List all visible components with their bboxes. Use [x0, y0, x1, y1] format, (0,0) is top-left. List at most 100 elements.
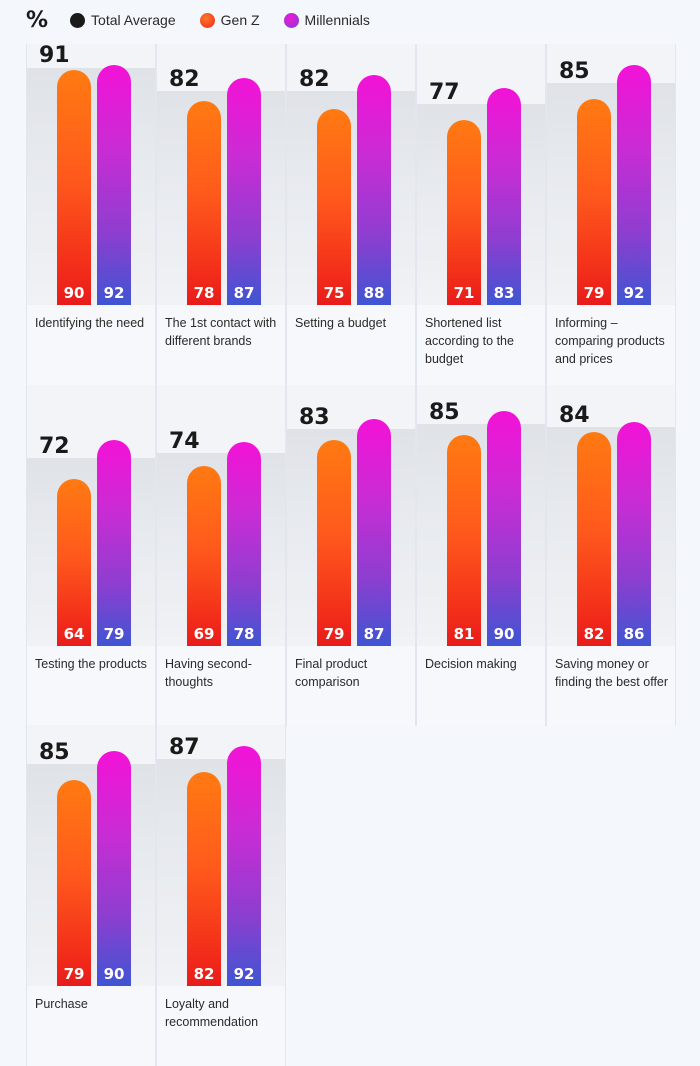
gen-z-value: 78	[193, 284, 215, 302]
total-average-value: 82	[169, 66, 200, 92]
total-average-band	[547, 83, 675, 305]
gen-z-bar: 79	[317, 439, 351, 646]
stage-plot: 91 90 92	[27, 44, 155, 305]
total-average-band	[27, 458, 155, 646]
total-average-value: 72	[39, 434, 70, 460]
gen-z-value: 90	[63, 284, 85, 302]
unit-label: %	[26, 7, 49, 33]
gen-z-value: 82	[193, 965, 215, 983]
stage-plot: 84 82 86	[547, 385, 675, 646]
stage-panel: 91 90 92 Identifying the need	[26, 44, 156, 385]
stage-panel: 85 79 90 Purchase	[26, 725, 156, 1066]
stage-plot: 77 71 83	[417, 44, 545, 305]
chart-header: % Total Average Gen Z Millennials	[26, 6, 380, 34]
millennials-bar: 86	[617, 421, 651, 646]
millennials-value: 83	[493, 284, 515, 302]
stage-plot: 85 79 92	[547, 44, 675, 305]
stage-panel: 82 78 87 The 1st contact with different bra…	[156, 44, 286, 385]
millennials-value: 79	[103, 625, 125, 643]
stage-panel: 82 75 88 Setting a budget	[286, 44, 416, 385]
total-average-band	[547, 426, 675, 646]
millennials-bar: 87	[357, 418, 391, 646]
gen-z-bar: 71	[447, 119, 481, 305]
millennials-bar: 87	[227, 77, 261, 305]
stage-label: Shortened list according to the budget	[425, 316, 514, 366]
legend-label-total-average: Total Average	[91, 12, 176, 28]
millennials-bar: 90	[97, 751, 131, 986]
gen-z-bar: 82	[577, 431, 611, 646]
total-average-value: 82	[299, 66, 330, 92]
total-average-value: 77	[429, 80, 460, 106]
stage-panel: 85 81 90 Decision making	[416, 385, 546, 726]
total-average-value: 85	[39, 740, 70, 766]
millennials-bar: 83	[487, 88, 521, 305]
stage-label: Setting a budget	[295, 316, 387, 330]
stage-panel: 84 82 86 Saving money or finding the best o…	[546, 385, 676, 726]
stage-plot: 85 81 90	[417, 385, 545, 646]
total-average-value: 91	[39, 43, 70, 69]
gen-z-bar: 81	[447, 434, 481, 646]
total-average-band	[417, 104, 545, 305]
millennials-value: 78	[233, 625, 255, 643]
millennials-bar: 92	[97, 64, 131, 305]
stage-panel: 72 64 79 Testing the products	[26, 385, 156, 726]
millennials-value: 92	[233, 965, 255, 983]
legend-dot-gen-z	[199, 12, 215, 28]
total-average-value: 87	[169, 734, 200, 760]
legend-item-millennials: Millennials	[283, 12, 370, 28]
total-average-band	[27, 67, 155, 305]
total-average-band	[157, 758, 285, 986]
gen-z-bar: 82	[187, 771, 221, 986]
gen-z-bar: 78	[187, 101, 221, 305]
gen-z-value: 82	[583, 625, 605, 643]
total-average-value: 74	[169, 428, 200, 454]
stage-label: Decision making	[425, 657, 517, 671]
legend-item-total-average: Total Average	[70, 12, 176, 28]
millennials-value: 90	[103, 965, 125, 983]
stage-label: Saving money or finding the best offer	[555, 657, 669, 689]
total-average-band	[157, 452, 285, 646]
total-average-value: 85	[559, 59, 590, 85]
stage-label: Having second-thoughts	[165, 657, 252, 689]
millennials-bar: 90	[487, 411, 521, 646]
millennials-value: 92	[623, 284, 645, 302]
stage-label: Loyalty and recommendation	[165, 997, 259, 1029]
gen-z-bar: 64	[57, 478, 91, 646]
stage-plot: 85 79 90	[27, 725, 155, 986]
stage-plot: 74 69 78	[157, 385, 285, 646]
gen-z-bar: 79	[577, 98, 611, 305]
stage-panel: 87 82 92 Loyalty and recommendation	[156, 725, 286, 1066]
stage-label: Testing the products	[35, 657, 147, 671]
stage-label: Purchase	[35, 997, 88, 1011]
gen-z-bar: 90	[57, 70, 91, 305]
legend-label-gen-z: Gen Z	[220, 12, 260, 28]
total-average-band	[287, 429, 415, 646]
stage-panel: 77 71 83 Shortened list according to the bu…	[416, 44, 546, 385]
gen-z-value: 69	[193, 625, 215, 643]
total-average-band	[27, 764, 155, 986]
gen-z-bar: 69	[187, 465, 221, 646]
gen-z-value: 79	[323, 625, 345, 643]
gen-z-value: 79	[63, 965, 85, 983]
millennials-value: 90	[493, 625, 515, 643]
millennials-value: 87	[363, 625, 385, 643]
stage-panel: 85 79 92 Informing – comparing products and…	[546, 44, 676, 385]
stage-plot: 82 75 88	[287, 44, 415, 305]
stage-panel: 74 69 78 Having second-thoughts	[156, 385, 286, 726]
gen-z-value: 64	[63, 625, 85, 643]
stage-label: Identifying the need	[35, 316, 145, 330]
gen-z-value: 79	[583, 284, 605, 302]
total-average-value: 83	[299, 405, 330, 431]
stage-plot: 82 78 87	[157, 44, 285, 305]
millennials-value: 88	[363, 284, 385, 302]
stage-panel: 83 79 87 Final product comparison	[286, 385, 416, 726]
stage-label: Final product comparison	[295, 657, 368, 689]
total-average-band	[417, 424, 545, 646]
total-average-band	[157, 90, 285, 305]
legend-label-millennials: Millennials	[304, 12, 370, 28]
stage-plot: 72 64 79	[27, 385, 155, 646]
millennials-bar: 92	[617, 64, 651, 305]
stage-plot: 83 79 87	[287, 385, 415, 646]
stage-label: Informing – comparing products and price…	[555, 316, 665, 366]
